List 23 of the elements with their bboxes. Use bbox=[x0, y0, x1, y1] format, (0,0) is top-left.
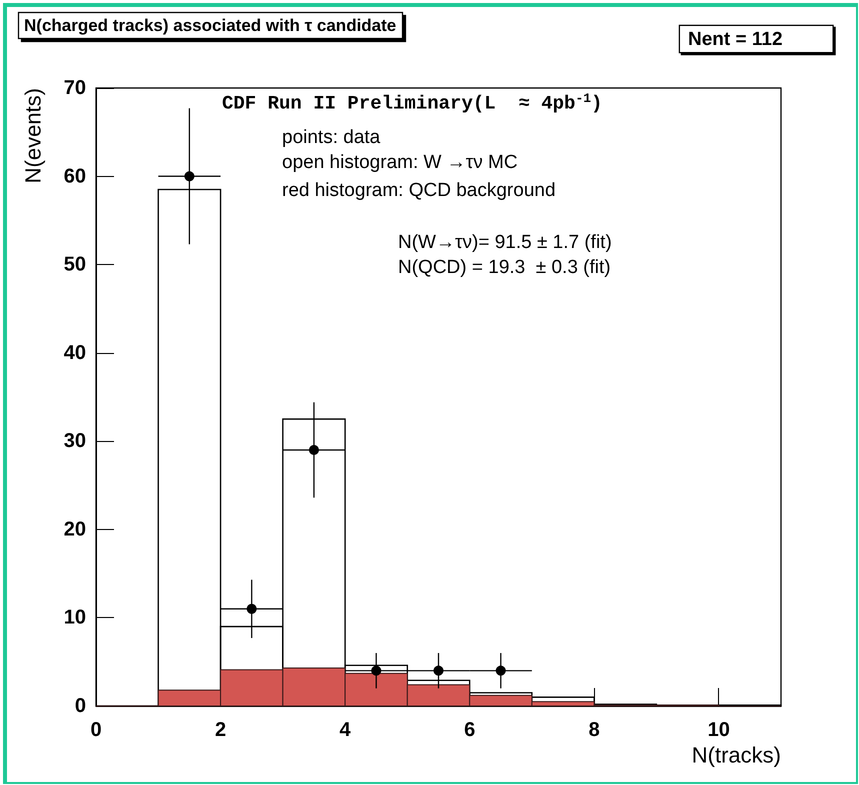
chart-title: N(charged tracks) associated with τ candidate bbox=[24, 16, 396, 35]
x-tick-label: 0 bbox=[90, 719, 102, 741]
x-axis-title: N(tracks) bbox=[692, 742, 781, 768]
y-tick-label: 70 bbox=[64, 77, 86, 99]
annotation: points: data bbox=[282, 127, 381, 148]
x-tick-label: 6 bbox=[464, 719, 476, 741]
y-tick-label: 30 bbox=[64, 430, 86, 452]
x-tick-label: 10 bbox=[708, 719, 730, 741]
annotation: red histogram: QCD background bbox=[282, 180, 556, 201]
y-tick-label: 0 bbox=[74, 695, 86, 717]
y-tick-label: 50 bbox=[64, 254, 86, 276]
annotation: N(QCD) = 19.3 ± 0.3 (fit) bbox=[398, 257, 611, 278]
text: Nent = 112 bbox=[688, 29, 783, 50]
x-tick-label: 8 bbox=[588, 719, 600, 741]
y-axis-title: N(events) bbox=[20, 88, 46, 184]
y-tick-label: 20 bbox=[64, 518, 86, 540]
annotation: N(W→τν)= 91.5 ± 1.7 (fit) bbox=[398, 232, 612, 253]
y-tick-label: 60 bbox=[64, 165, 86, 188]
x-tick-label: 2 bbox=[214, 719, 226, 741]
x-tick-label: 4 bbox=[340, 719, 352, 741]
annotation: open histogram: W →τν MC bbox=[282, 152, 518, 173]
y-tick-label: 10 bbox=[64, 606, 86, 629]
y-tick-label: 40 bbox=[64, 342, 86, 364]
